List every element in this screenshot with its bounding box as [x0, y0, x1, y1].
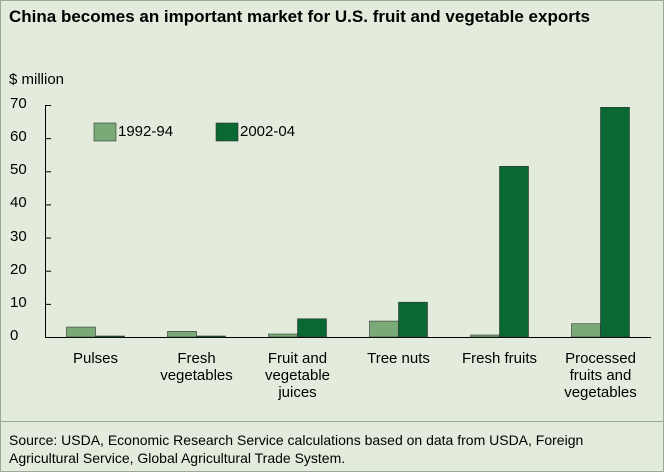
bar: [499, 166, 529, 338]
y-tick-label: 30: [10, 227, 27, 245]
y-tick-label: 60: [10, 128, 27, 146]
y-axis-label: $ million: [9, 71, 65, 88]
bar: [196, 335, 226, 338]
bar: [95, 335, 125, 338]
y-tick-label: 10: [10, 293, 27, 311]
y-tick-label: 50: [10, 161, 27, 179]
y-tick-label: 20: [10, 260, 27, 278]
bar: [268, 333, 298, 338]
bar: [600, 107, 630, 338]
x-tick-label: Fruit and vegetable juices: [264, 350, 331, 401]
bar: [470, 334, 500, 338]
x-tick-label: Fresh vegetables: [160, 350, 233, 384]
bar: [369, 320, 399, 338]
legend-label: 1992-94: [118, 123, 174, 140]
legend-swatch: [215, 122, 239, 142]
y-tick-label: 40: [10, 194, 27, 212]
y-tick-label: 70: [10, 95, 27, 112]
bar: [571, 323, 601, 338]
x-tick-label: Pulses: [72, 350, 119, 367]
chart-title: China becomes an important market for U.…: [9, 7, 590, 26]
bar: [167, 331, 197, 338]
legend-label: 2002-04: [240, 123, 296, 140]
source-note: Source: USDA, Economic Research Service …: [9, 432, 584, 466]
x-tick-label: Processed fruits and vegetables: [564, 350, 637, 401]
bar: [297, 318, 327, 338]
bar: [66, 326, 96, 338]
bar: [398, 301, 428, 338]
x-tick-label: Fresh fruits: [461, 350, 537, 367]
y-tick-label: 0: [10, 327, 19, 344]
legend-swatch: [93, 122, 117, 142]
x-tick-label: Tree nuts: [367, 350, 430, 367]
